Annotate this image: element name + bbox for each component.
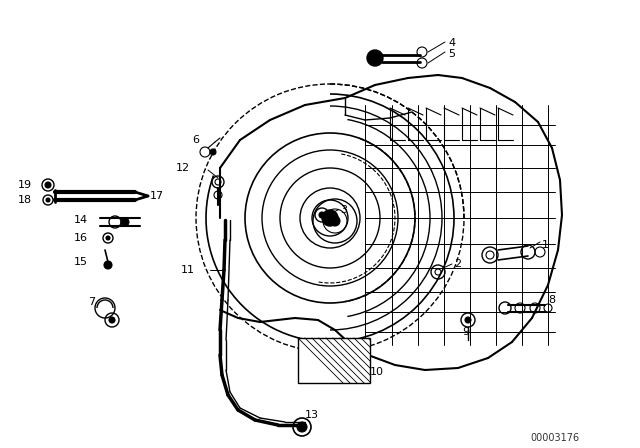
Text: 4: 4: [448, 38, 455, 48]
Bar: [298, 338, 370, 383]
Circle shape: [106, 236, 110, 240]
Circle shape: [330, 216, 340, 226]
Text: 8: 8: [548, 295, 555, 305]
Text: 19: 19: [18, 180, 32, 190]
Text: 17: 17: [150, 191, 164, 201]
Circle shape: [45, 182, 51, 188]
Text: 2: 2: [454, 259, 461, 269]
Text: 3: 3: [340, 205, 347, 215]
Text: 13: 13: [305, 410, 319, 420]
Text: 18: 18: [18, 195, 32, 205]
Text: 15: 15: [74, 257, 88, 267]
Text: 12: 12: [176, 163, 190, 173]
Text: 00003176: 00003176: [530, 433, 579, 443]
Circle shape: [322, 210, 338, 226]
Text: 16: 16: [74, 233, 88, 243]
Text: 11: 11: [181, 265, 195, 275]
Text: 5: 5: [448, 49, 455, 59]
Text: 1: 1: [542, 240, 549, 250]
Text: 7: 7: [88, 297, 95, 307]
Text: 9: 9: [462, 327, 469, 337]
Circle shape: [367, 50, 383, 66]
Circle shape: [300, 425, 304, 429]
Circle shape: [210, 149, 216, 155]
Circle shape: [465, 317, 471, 323]
Text: 6: 6: [192, 135, 199, 145]
Circle shape: [104, 261, 112, 269]
Circle shape: [109, 317, 115, 323]
Circle shape: [297, 422, 307, 432]
Circle shape: [121, 218, 129, 226]
Circle shape: [46, 198, 50, 202]
Text: 14: 14: [74, 215, 88, 225]
Circle shape: [319, 212, 325, 218]
Text: 10: 10: [370, 367, 384, 377]
